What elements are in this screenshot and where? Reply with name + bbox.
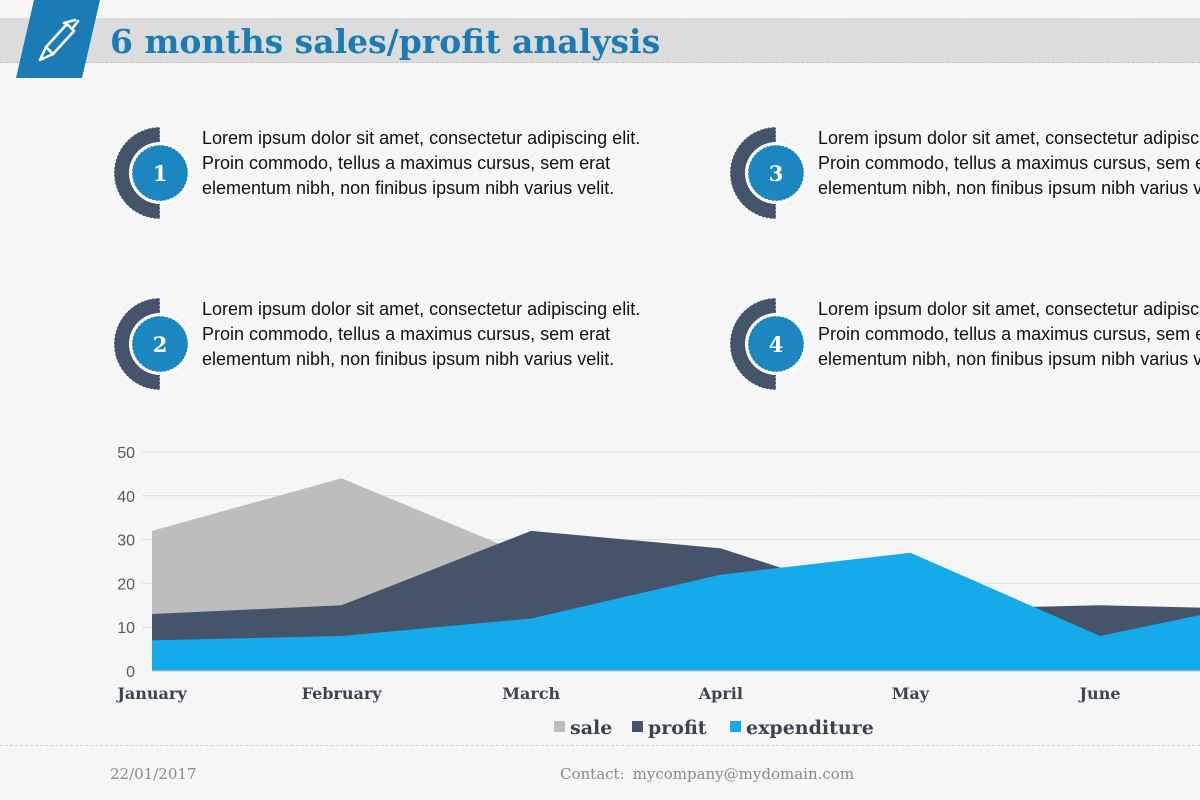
number-badge: 1 [113, 126, 191, 220]
legend-label: profit [648, 717, 707, 739]
badge-number: 1 [153, 161, 168, 186]
badge-number: 4 [769, 332, 784, 357]
pen-icon [38, 18, 80, 62]
legend-swatch [554, 721, 565, 732]
footer-contact: Contact: mycompany@mydomain.com [560, 765, 854, 783]
y-tick-label: 0 [126, 664, 135, 681]
point-3: 3 Lorem ipsum dolor sit amet, consectetu… [726, 122, 1200, 222]
point-1: 1 Lorem ipsum dolor sit amet, consectetu… [110, 122, 670, 222]
number-badge: 2 [113, 297, 191, 391]
x-tick-label: May [892, 684, 930, 703]
contact-label: Contact: [560, 765, 625, 783]
legend-item-expenditure: expenditure [730, 717, 874, 739]
point-text: Lorem ipsum dolor sit amet, consectetur … [818, 128, 1200, 198]
number-badge: 3 [729, 126, 807, 220]
point-2: 2 Lorem ipsum dolor sit amet, consectetu… [110, 293, 670, 393]
x-tick-label: June [1077, 684, 1120, 703]
y-tick-label: 50 [117, 445, 135, 462]
number-badge: 4 [729, 297, 807, 391]
y-tick-label: 20 [117, 576, 135, 593]
contact-email: mycompany@mydomain.com [632, 765, 855, 783]
y-tick-label: 40 [117, 489, 135, 506]
area-series-expenditure [152, 552, 1200, 671]
page-title: 6 months sales/profit analysis [110, 22, 661, 61]
header-band [0, 18, 1200, 63]
x-tick-label: February [302, 684, 383, 703]
badge-number: 3 [769, 161, 784, 186]
point-text: Lorem ipsum dolor sit amet, consectetur … [818, 299, 1200, 369]
point-4: 4 Lorem ipsum dolor sit amet, consectetu… [726, 293, 1200, 393]
footer-date: 22/01/2017 [110, 765, 197, 783]
point-text: Lorem ipsum dolor sit amet, consectetur … [202, 128, 641, 198]
x-tick-label: April [698, 684, 743, 703]
point-text: Lorem ipsum dolor sit amet, consectetur … [202, 299, 641, 369]
y-tick-label: 30 [117, 533, 135, 550]
badge-number: 2 [153, 332, 168, 357]
legend-label: expenditure [746, 717, 874, 739]
legend-swatch [632, 721, 643, 732]
y-tick-label: 10 [117, 620, 135, 637]
legend-item-sale: sale [554, 717, 612, 739]
legend-label: sale [570, 717, 612, 739]
legend-swatch [730, 721, 741, 732]
x-tick-label: March [502, 684, 560, 703]
footer-divider [0, 745, 1200, 746]
x-tick-label: January [115, 684, 187, 703]
legend-item-profit: profit [632, 717, 707, 739]
logo-tab [16, 0, 100, 78]
